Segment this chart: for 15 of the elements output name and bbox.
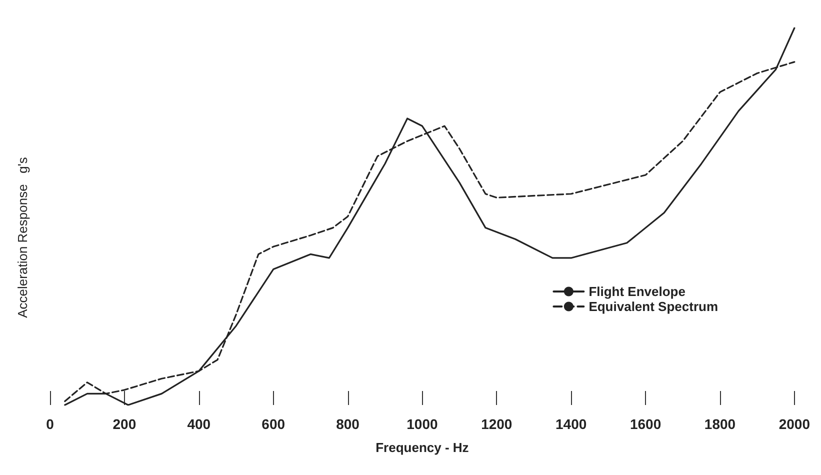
legend-label: Flight Envelope <box>588 284 686 299</box>
x-tick-label: 1600 <box>630 416 662 432</box>
x-tick-label: 200 <box>112 416 136 432</box>
x-axis-title: Frequency - Hz <box>376 440 470 455</box>
x-tick-label: 0 <box>46 416 54 432</box>
x-tick-label: 1000 <box>406 416 438 432</box>
x-tick-label: 1200 <box>481 416 512 432</box>
x-tick-label: 800 <box>336 416 360 432</box>
x-tick-label: 1800 <box>704 416 736 432</box>
x-tick-label: 600 <box>262 416 286 432</box>
x-tick-label: 400 <box>187 416 211 432</box>
x-tick-label: 2000 <box>778 416 810 432</box>
legend-label: Equivalent Spectrum <box>588 299 718 314</box>
x-tick-label: 1400 <box>556 416 587 432</box>
y-axis-title: Acceleration Response g's <box>15 156 30 318</box>
